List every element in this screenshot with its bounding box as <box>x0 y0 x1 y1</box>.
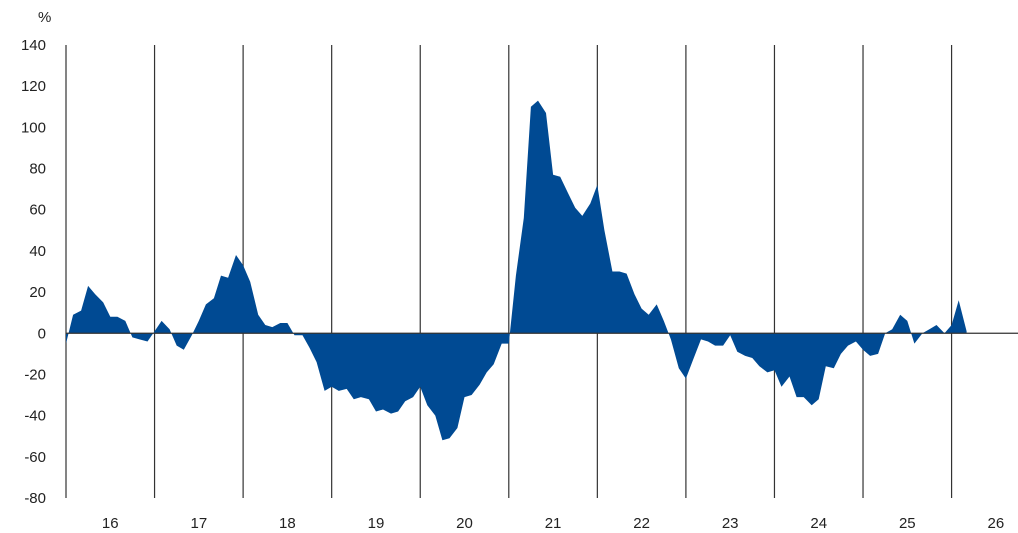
y-tick-label: -40 <box>24 408 46 425</box>
y-tick-label: 20 <box>29 284 46 301</box>
y-tick-label: 40 <box>29 243 46 260</box>
x-tick-label: 16 <box>102 515 119 532</box>
y-tick-label: 100 <box>21 119 46 136</box>
y-axis-unit-label: % <box>38 9 51 26</box>
data-area <box>66 100 967 441</box>
x-tick-label: 19 <box>368 515 385 532</box>
y-tick-label: 80 <box>29 161 46 178</box>
year-separator-lines <box>65 45 953 498</box>
x-tick-label: 20 <box>456 515 473 532</box>
y-tick-label: 140 <box>21 37 46 54</box>
y-tick-label: -80 <box>24 490 46 507</box>
y-tick-label: 0 <box>38 325 46 342</box>
x-tick-label: 25 <box>899 515 916 532</box>
x-tick-label: 26 <box>988 515 1005 532</box>
x-tick-label: 18 <box>279 515 296 532</box>
x-tick-label: 21 <box>545 515 562 532</box>
y-tick-label: 120 <box>21 78 46 95</box>
y-tick-label: -20 <box>24 366 46 383</box>
x-tick-label: 22 <box>633 515 650 532</box>
y-tick-labels: 140 120 100 80 60 40 20 0 -20 -40 -60 -80 <box>21 37 46 507</box>
x-tick-label: 23 <box>722 515 739 532</box>
y-tick-label: -60 <box>24 449 46 466</box>
y-tick-label: 60 <box>29 202 46 219</box>
x-tick-label: 24 <box>810 515 827 532</box>
x-tick-labels: 16 17 18 19 20 21 22 23 24 25 26 <box>102 515 1004 532</box>
x-tick-label: 17 <box>190 515 207 532</box>
